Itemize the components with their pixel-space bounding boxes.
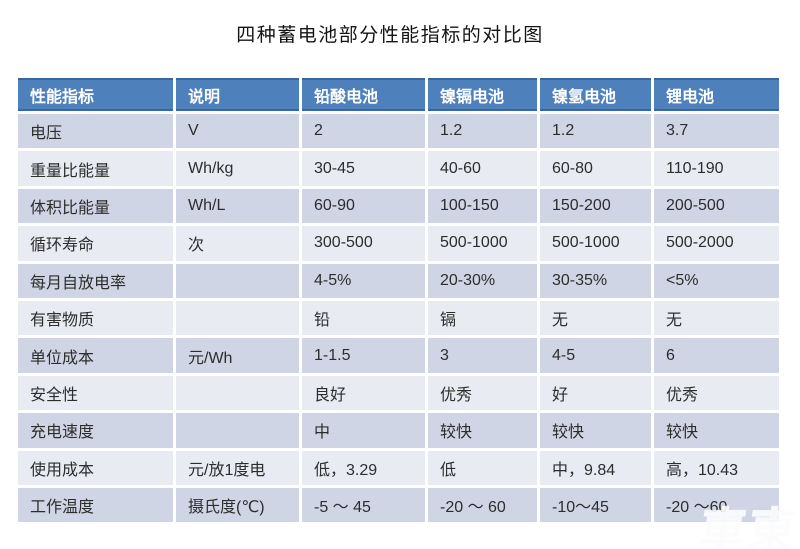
row-label-cell: 有害物质 [18, 300, 176, 339]
data-cell [176, 300, 302, 339]
data-cell [176, 263, 302, 301]
data-cell: 30-45 [302, 151, 428, 189]
table-row: 重量比能量 Wh/kg 30-45 40-60 60-80 110-190 [18, 151, 782, 189]
data-cell: V [176, 114, 302, 152]
column-header: 镍氢电池 [540, 78, 654, 114]
data-cell: 元/放1度电 [176, 450, 302, 488]
data-cell: 元/Wh [176, 338, 302, 376]
data-cell: 铅 [302, 300, 428, 339]
data-cell: 次 [176, 226, 302, 264]
data-cell: 好 [540, 375, 654, 414]
data-cell: 优秀 [654, 375, 782, 414]
data-cell: 优秀 [428, 375, 540, 414]
data-cell: 镉 [428, 300, 540, 339]
data-cell: 3 [428, 338, 540, 376]
data-cell: 低 [428, 450, 540, 488]
data-cell: 110-190 [654, 151, 782, 189]
table-row: 有害物质铅镉无无 [18, 300, 782, 339]
data-cell [176, 375, 302, 414]
data-cell: 高，10.43 [654, 450, 782, 488]
row-label-cell: 工作温度 [18, 487, 176, 526]
data-cell: -20 ～60 [654, 487, 782, 526]
data-cell: 较快 [540, 413, 654, 451]
table-row: 循环寿命次 300-500 500-1000 500-1000 500-2000 [18, 226, 782, 264]
data-cell: 1-1.5 [302, 338, 428, 376]
data-cell: Wh/kg [176, 151, 302, 189]
table-row: 每月自放电率 4-5% 20-30% 30-35% <5% [18, 263, 782, 301]
data-cell: 较快 [654, 413, 782, 451]
data-cell: 4-5 [540, 338, 654, 376]
data-cell: 60-80 [540, 151, 654, 189]
data-cell: 中 [302, 413, 428, 451]
data-cell: -5 ～ 45 [302, 487, 428, 526]
data-cell: 良好 [302, 375, 428, 414]
data-cell: 摄氏度(℃) [176, 487, 302, 526]
data-cell: 500-2000 [654, 226, 782, 264]
data-cell: 60-90 [302, 188, 428, 227]
data-cell: 500-1000 [540, 226, 654, 264]
column-header: 锂电池 [654, 78, 782, 114]
data-cell: Wh/L [176, 188, 302, 227]
data-cell: -10～45 [540, 487, 654, 526]
data-cell: 4-5% [302, 263, 428, 301]
data-cell: 20-30% [428, 263, 540, 301]
table-row: 电压 V 2 1.2 1.2 3.7 [18, 114, 782, 152]
row-label-cell: 单位成本 [18, 338, 176, 376]
column-header: 说明 [176, 78, 302, 114]
data-cell: 6 [654, 338, 782, 376]
row-label-cell: 安全性 [18, 375, 176, 414]
data-cell: <5% [654, 263, 782, 301]
data-cell: 500-1000 [428, 226, 540, 264]
table-row: 工作温度 摄氏度(℃) -5 ～ 45 -20 ～ 60 -10～45 -20 ～60 [18, 487, 782, 526]
data-cell: 300-500 [302, 226, 428, 264]
row-label-cell: 使用成本 [18, 450, 176, 488]
page-title: 四种蓄电池部分性能指标的对比图 [236, 25, 544, 46]
data-cell: 30-35% [540, 263, 654, 301]
data-cell: -20 ～ 60 [428, 487, 540, 526]
comparison-table: 性能指标 说明 铅酸电池 镍镉电池 镍氢电池 锂电池 电压 V 2 1.2 1.2 3.7 重量比能量… [18, 78, 782, 526]
data-cell: 低，3.29 [302, 450, 428, 488]
table-row: 充电速度中较快 较快 较快 [18, 413, 782, 451]
data-cell: 2 [302, 114, 428, 152]
table-row: 使用成本 元/放1度电 低，3.29 低中，9.84 高，10.43 [18, 450, 782, 488]
row-label-cell: 体积比能量 [18, 188, 176, 227]
data-cell: 无 [540, 300, 654, 339]
column-header: 镍镉电池 [428, 78, 540, 114]
row-label-cell: 电压 [18, 114, 176, 152]
column-header: 铅酸电池 [302, 78, 428, 114]
row-label-cell: 循环寿命 [18, 226, 176, 264]
table-body: 电压 V 2 1.2 1.2 3.7 重量比能量 Wh/kg 30-45 40-60 60-80 11… [18, 114, 782, 526]
data-cell: 1.2 [540, 114, 654, 152]
table-row: 安全性 良好 优秀好优秀 [18, 375, 782, 414]
data-cell: 3.7 [654, 114, 782, 152]
data-cell: 无 [654, 300, 782, 339]
row-label-cell: 每月自放电率 [18, 263, 176, 301]
table-row: 体积比能量 Wh/L 60-90 100-150 150-200 200-500 [18, 188, 782, 227]
row-label-cell: 充电速度 [18, 413, 176, 451]
data-cell [176, 413, 302, 451]
data-cell: 100-150 [428, 188, 540, 227]
data-cell: 40-60 [428, 151, 540, 189]
data-cell: 较快 [428, 413, 540, 451]
data-cell: 1.2 [428, 114, 540, 152]
data-cell: 200-500 [654, 188, 782, 227]
table-header-row: 性能指标 说明 铅酸电池 镍镉电池 镍氢电池 锂电池 [18, 78, 782, 114]
data-cell: 150-200 [540, 188, 654, 227]
column-header: 性能指标 [18, 78, 176, 114]
row-label-cell: 重量比能量 [18, 151, 176, 189]
table-row: 单位成本 元/Wh 1-1.5 3 4-5 6 [18, 338, 782, 376]
data-cell: 中，9.84 [540, 450, 654, 488]
